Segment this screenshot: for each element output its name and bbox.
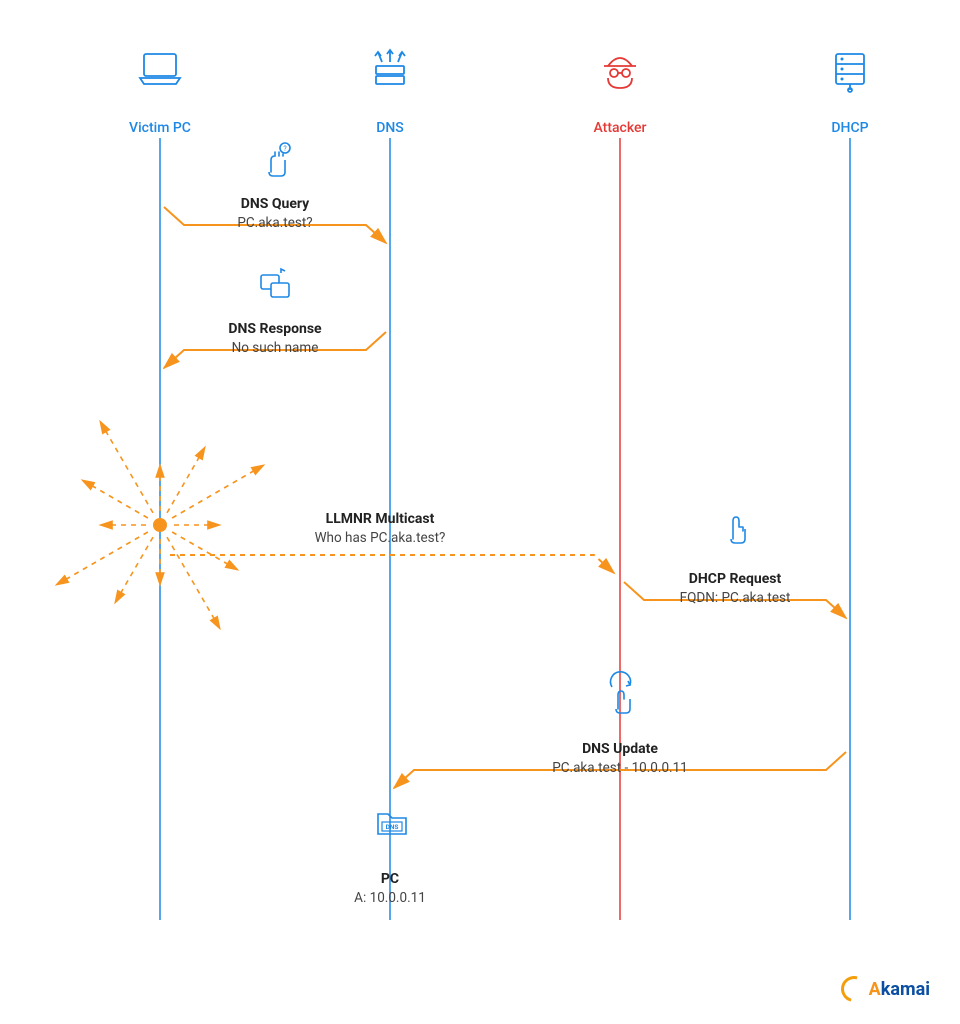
logo-rest: kamai: [881, 979, 930, 1000]
llmnr-label: LLMNR MulticastWho has PC.aka.test?: [315, 510, 446, 547]
dns-query-label-sub: PC.aka.test?: [237, 214, 312, 232]
dns-response-label-sub: No such name: [228, 339, 321, 357]
dns-update-label-sub: PC.aka.test - 10.0.0.11: [552, 759, 688, 777]
dhcp-icon: [836, 54, 864, 92]
victim-icon: [140, 54, 180, 84]
dns-icon: [375, 50, 405, 84]
dns-folder-icon: DNS: [378, 814, 406, 834]
dns-record-label-sub: A: 10.0.0.11: [354, 889, 426, 907]
logo-swoosh-icon: [836, 971, 872, 1007]
llmnr-label-sub: Who has PC.aka.test?: [315, 529, 446, 547]
svg-text:DNS: DNS: [386, 823, 399, 831]
victim-label: Victim PC: [129, 120, 191, 136]
dns-update-label: DNS UpdatePC.aka.test - 10.0.0.11: [552, 740, 688, 777]
diagram-svg: ? DNS: [0, 0, 960, 1020]
svg-text:?: ?: [283, 145, 287, 153]
llmnr-label-title: LLMNR Multicast: [315, 510, 446, 529]
dns-response-label-title: DNS Response: [228, 320, 321, 339]
dhcp-request-label: DHCP RequestFQDN: PC.aka.test: [680, 570, 791, 607]
dns-record-label-title: PC: [354, 870, 426, 889]
hand-point-icon: [731, 517, 745, 543]
logo-first-letter: A: [869, 979, 881, 1000]
dns-response-label: DNS ResponseNo such name: [228, 320, 321, 357]
dhcp-request-label-sub: FQDN: PC.aka.test: [680, 589, 791, 607]
dns-update-label-title: DNS Update: [552, 740, 688, 759]
dns-label: DNS: [376, 120, 404, 136]
akamai-logo: Akamai: [841, 976, 930, 1002]
attacker-icon: [604, 58, 636, 88]
dhcp-label: DHCP: [831, 120, 868, 136]
chat-icon: [261, 269, 289, 297]
attacker-label: Attacker: [594, 120, 647, 136]
sequence-diagram: ? DNS: [0, 0, 960, 1020]
dhcp-request-label-title: DHCP Request: [680, 570, 791, 589]
dns-query-label-title: DNS Query: [237, 195, 312, 214]
hand-question-icon: ?: [269, 143, 290, 176]
dns-query-label: DNS QueryPC.aka.test?: [237, 195, 312, 232]
dns-record-label: PCA: 10.0.0.11: [354, 870, 426, 907]
